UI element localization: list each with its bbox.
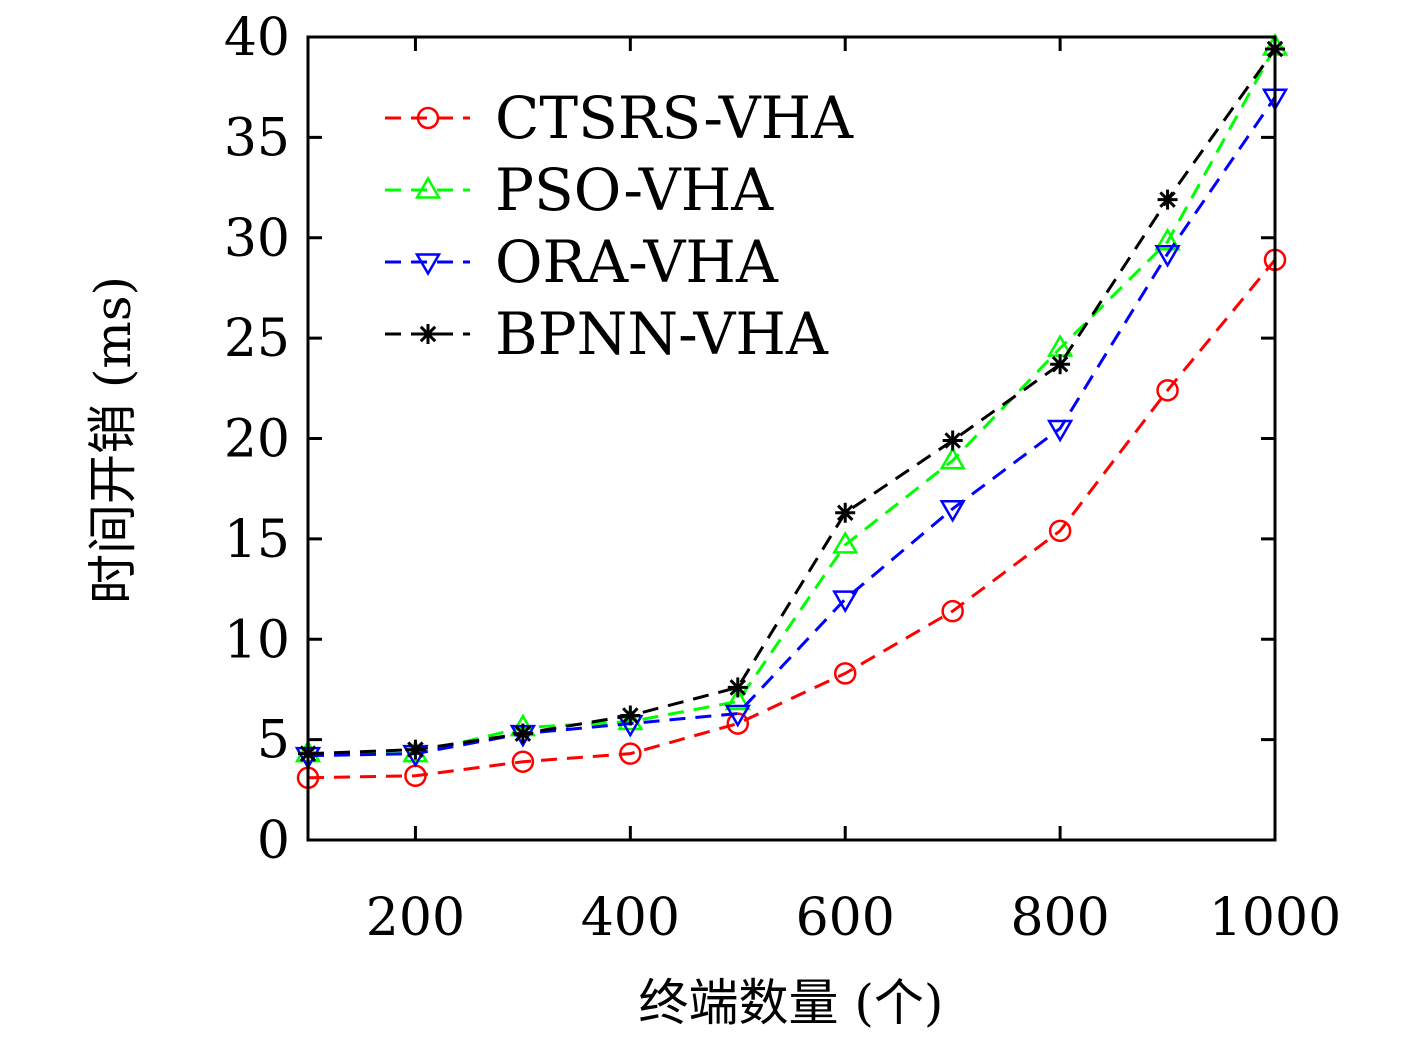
data-point-bpnn-vha [512, 723, 533, 744]
legend-item-bpnn-vha: BPNN-VHA [385, 300, 829, 368]
y-tick-label: 10 [224, 610, 290, 670]
legend-marker-ctsrs-vha [416, 106, 440, 130]
plot-frame [306, 35, 1277, 842]
legend-marker-pso-vha [414, 176, 442, 199]
data-point-ctsrs-vha [726, 712, 750, 735]
legend-label-ctsrs-vha: CTSRS-VHA [495, 84, 854, 152]
data-point-ora-vha [1154, 245, 1181, 268]
x-tick-label: 800 [1010, 888, 1109, 948]
y-tick-label: 5 [257, 711, 290, 771]
data-point-ctsrs-vha [619, 742, 642, 765]
series-line-ora-vha [307, 96, 1277, 758]
x-tick-label: 1000 [1209, 888, 1341, 948]
x-tick-label: 600 [796, 888, 895, 948]
x-tick-label: 400 [581, 888, 680, 948]
data-point-bpnn-vha [942, 430, 963, 451]
series-line-pso-vha [308, 46, 1277, 756]
data-point-ora-vha [939, 500, 966, 523]
x-tick-label: 200 [366, 888, 465, 948]
data-point-ora-vha [1046, 419, 1074, 443]
legend-label-pso-vha: PSO-VHA [495, 156, 774, 224]
y-tick-label: 15 [224, 510, 290, 570]
series-line-bpnn-vha [307, 48, 1277, 756]
legend-marker-bpnn-vha [418, 324, 438, 344]
legend-label-ora-vha: ORA-VHA [495, 228, 779, 296]
legend-item-ctsrs-vha: CTSRS-VHA [385, 84, 854, 152]
data-point-bpnn-vha [1157, 189, 1178, 210]
data-point-ctsrs-vha [833, 662, 857, 685]
y-tick-label: 35 [224, 108, 290, 168]
y-tick-label: 20 [224, 410, 290, 470]
data-point-pso-vha [1154, 227, 1181, 251]
data-point-bpnn-vha [405, 739, 426, 760]
ticks-layer: 0 5 10 15 20 25 30 35 40 200 400 600 800 1000 [224, 8, 1341, 948]
legend-label-bpnn-vha: BPNN-VHA [495, 300, 829, 368]
data-point-pso-vha [724, 687, 751, 711]
data-point-bpnn-vha [835, 502, 856, 523]
data-point-ora-vha [724, 704, 751, 728]
data-point-pso-vha [832, 530, 859, 554]
data-point-bpnn-vha [1050, 354, 1071, 375]
legend-item-pso-vha: PSO-VHA [385, 156, 774, 224]
data-point-bpnn-vha [620, 705, 641, 726]
legend-item-ora-vha: ORA-VHA [385, 228, 779, 296]
data-point-ctsrs-vha [1156, 379, 1179, 402]
data-point-ctsrs-vha [1048, 519, 1072, 543]
y-tick-label: 40 [224, 8, 290, 68]
series-line-ctsrs-vha [307, 258, 1277, 780]
data-point-ora-vha [832, 590, 859, 614]
y-tick-label: 0 [257, 811, 290, 871]
y-tick-label: 25 [224, 309, 290, 369]
y-axis-label: 时间开销 (ms) [84, 276, 142, 604]
data-point-pso-vha [939, 446, 966, 470]
legend-marker-ora-vha [414, 253, 442, 276]
data-point-bpnn-vha [727, 677, 748, 698]
data-point-ctsrs-vha [941, 599, 964, 623]
data-point-ctsrs-vha [511, 750, 535, 773]
x-axis-label: 终端数量 (个) [639, 974, 944, 1032]
y-tick-label: 30 [224, 209, 290, 269]
